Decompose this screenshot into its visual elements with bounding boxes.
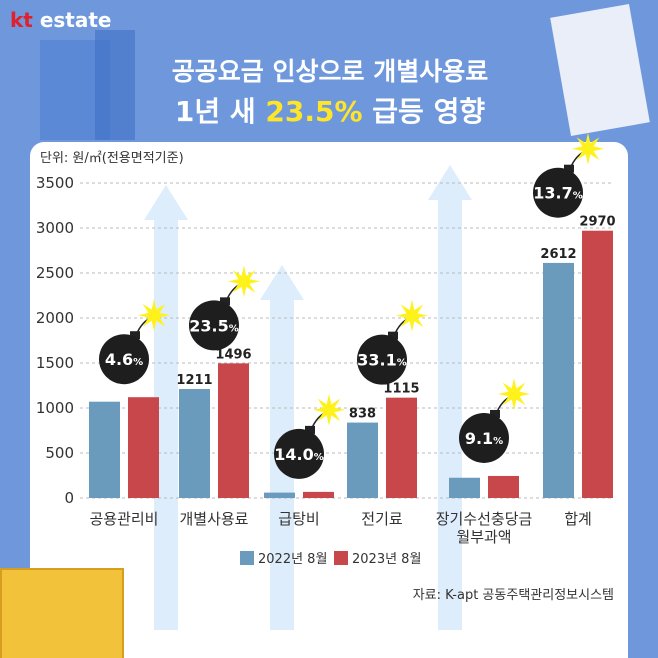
y-tick-label: 2000 xyxy=(36,309,74,327)
bomb-cap xyxy=(220,297,230,306)
bar-2022 xyxy=(543,262,574,498)
bar-2023 xyxy=(303,491,334,498)
bar-value-label: 1496 xyxy=(215,347,251,362)
x-category-label: 합계 xyxy=(564,510,592,528)
bar-2022 xyxy=(89,401,120,498)
y-tick-label: 500 xyxy=(45,444,74,462)
spark-icon xyxy=(138,299,170,332)
bar-2022 xyxy=(264,492,295,498)
bar-value-label: 2612 xyxy=(540,247,576,262)
bar-2023 xyxy=(218,363,249,498)
increase-rate-label: 14.0% xyxy=(274,445,324,464)
legend-label: 2022년 8월 xyxy=(258,552,327,567)
x-category-label: 개별사용료 xyxy=(179,510,248,528)
bar-2023 xyxy=(128,397,159,498)
legend-label: 2023년 8월 xyxy=(352,552,421,567)
arrow-decoration xyxy=(428,165,472,630)
x-category-label: 월부과액 xyxy=(456,528,511,546)
bar-2023 xyxy=(488,475,519,498)
x-category-label: 공용관리비 xyxy=(89,510,158,528)
increase-rate-label: 13.7% xyxy=(533,184,583,203)
y-tick-label: 3000 xyxy=(36,219,74,237)
bomb-icon xyxy=(99,334,149,385)
spark-icon xyxy=(313,393,345,426)
spark-icon xyxy=(572,132,604,165)
unit-label: 단위: 원/㎡(전용면적기준) xyxy=(40,151,184,166)
bar-2022 xyxy=(347,422,378,498)
bar-2022 xyxy=(179,389,210,498)
bar-2023 xyxy=(582,230,613,498)
bomb-icon xyxy=(533,167,583,218)
y-tick-label: 2500 xyxy=(36,264,74,282)
x-category-label: 장기수선충당금 xyxy=(436,510,533,528)
bomb-icon xyxy=(274,428,324,479)
title-line-2: 1년 새 23.5% 급등 영향 xyxy=(174,95,486,128)
bar-2022 xyxy=(449,477,480,498)
y-tick-label: 1500 xyxy=(36,354,74,372)
building-illustration xyxy=(95,30,135,140)
bar-value-label: 2970 xyxy=(579,215,615,230)
bomb-cap xyxy=(490,409,500,418)
bomb-icon xyxy=(189,300,239,351)
spark-icon xyxy=(498,377,530,410)
bomb-cap xyxy=(388,331,398,340)
bomb-cap xyxy=(130,331,140,340)
legend-swatch xyxy=(240,551,254,565)
title-line-1: 공공요금 인상으로 개별사용료 xyxy=(171,57,489,86)
bomb-cap xyxy=(564,164,574,173)
boxes-illustration xyxy=(0,568,124,658)
y-tick-label: 3500 xyxy=(36,174,74,192)
increase-rate-label: 23.5% xyxy=(189,316,239,335)
bar-value-label: 838 xyxy=(349,407,376,422)
increase-rate-label: 33.1% xyxy=(357,351,407,370)
bomb-icon xyxy=(459,412,509,463)
x-category-label: 급탕비 xyxy=(278,510,319,528)
source-note: 자료: K-apt 공동주택관리정보시스템 xyxy=(412,588,614,603)
bomb-cap xyxy=(305,425,315,434)
bar-value-label: 1115 xyxy=(383,382,419,397)
bomb-icon xyxy=(357,334,407,385)
y-tick-label: 0 xyxy=(64,489,74,507)
y-tick-label: 1000 xyxy=(36,399,74,417)
logo: kt estate xyxy=(10,8,112,32)
bar-2023 xyxy=(386,397,417,498)
spark-icon xyxy=(396,299,428,332)
legend-swatch xyxy=(334,551,348,565)
bar-value-label: 1211 xyxy=(176,373,212,388)
spark-icon xyxy=(228,265,260,298)
x-category-label: 전기료 xyxy=(361,510,403,528)
